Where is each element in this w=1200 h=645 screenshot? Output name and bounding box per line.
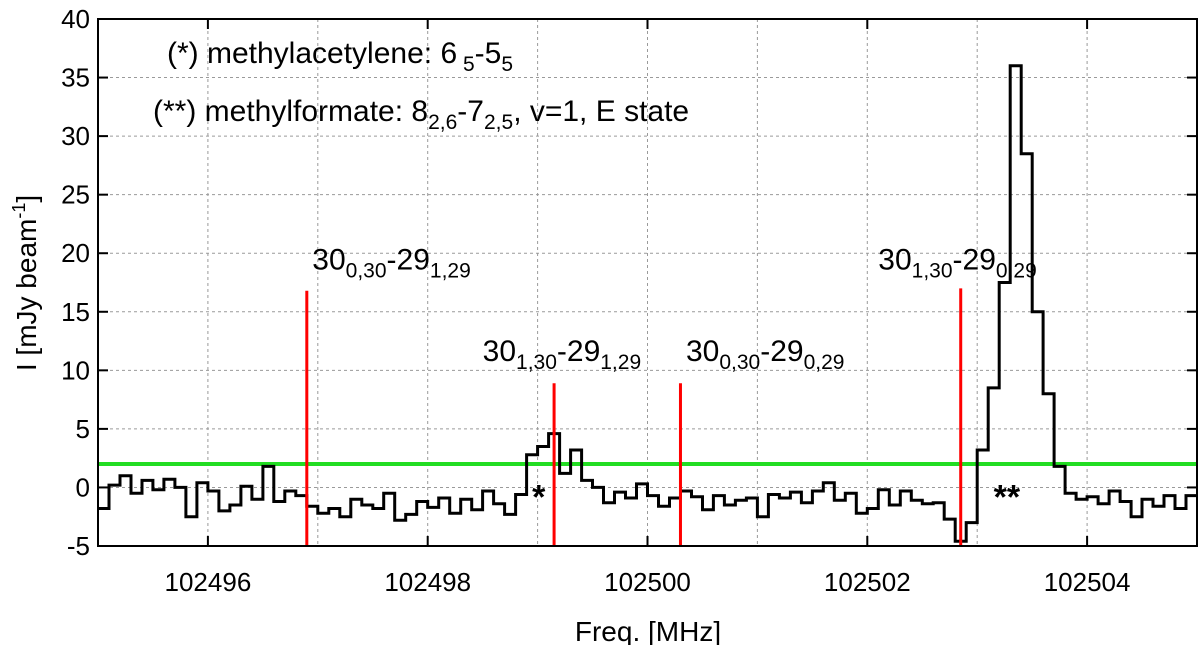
legend-line: (*) methylacetylene: 6 5-55 <box>167 37 513 76</box>
transition-label-part: 0,29 <box>804 351 845 374</box>
y-axis-label-close: ] <box>11 195 42 203</box>
transition-label-part: 30 <box>878 244 911 277</box>
legend-line-part: (**) methylformate: 8 <box>153 95 428 128</box>
line-marker: ** <box>994 479 1021 517</box>
x-axis-label: Freq. [MHz] <box>575 616 721 645</box>
y-tick-label: 10 <box>61 355 90 385</box>
transition-label-part: -29 <box>760 335 803 368</box>
y-tick-label: 30 <box>61 121 90 151</box>
y-axis-label-sup: -1 <box>9 203 29 219</box>
x-tick-label: 102496 <box>165 567 252 597</box>
transition-label-part: 0,29 <box>996 260 1037 283</box>
x-tick-label: 102500 <box>604 567 691 597</box>
legend-line-part: 2,6 <box>428 111 457 134</box>
transition-label-part: 1,29 <box>430 260 471 283</box>
transition-label-part: 1,30 <box>516 351 557 374</box>
y-tick-label: 5 <box>76 414 90 444</box>
y-axis-label: I [mJy beam-1] <box>9 195 42 371</box>
legend-line-part: 5 <box>457 53 475 76</box>
transition-label-part: -29 <box>953 244 996 277</box>
legend-line-part: (*) methylacetylene: 6 <box>167 37 457 70</box>
x-tick-label: 102504 <box>1044 567 1131 597</box>
transition-label-part: 1,30 <box>912 260 953 283</box>
y-axis-label-main: I [mJy beam <box>11 219 42 371</box>
legend-line-part: , v=1, E state <box>513 95 689 128</box>
transition-label-part: -29 <box>557 335 600 368</box>
y-tick-label: 15 <box>61 297 90 327</box>
transition-label-part: 1,29 <box>600 351 641 374</box>
legend-line-part: 5 <box>501 53 513 76</box>
transition-markers <box>305 288 963 546</box>
transition-label-part: 0,30 <box>719 351 760 374</box>
transition-label: 300,30-291,29 <box>312 244 470 283</box>
transition-label: 300,30-290,29 <box>686 335 844 374</box>
x-tick-label: 102498 <box>384 567 471 597</box>
transition-label-part: 30 <box>686 335 719 368</box>
legend-line-part: -7 <box>457 95 484 128</box>
y-tick-label: 40 <box>61 4 90 34</box>
y-tick-label: 20 <box>61 238 90 268</box>
legend-line-part: -5 <box>475 37 502 70</box>
transition-label-part: -29 <box>387 244 430 277</box>
transition-label: 301,30-290,29 <box>878 244 1036 283</box>
transition-label-part: 0,30 <box>346 260 387 283</box>
legend-line: (**) methylformate: 82,6-72,5, v=1, E st… <box>153 95 689 134</box>
y-tick-label: 25 <box>61 180 90 210</box>
x-tick-label: 102502 <box>824 567 911 597</box>
transition-label-part: 30 <box>312 244 345 277</box>
spectrum-layer <box>98 64 1197 543</box>
line-marker: * <box>532 479 546 517</box>
transition-label-part: 30 <box>483 335 516 368</box>
spectrum-line <box>98 64 1197 543</box>
y-tick-label: -5 <box>67 531 90 561</box>
transition-label: 301,30-291,29 <box>483 335 641 374</box>
axis-ticks: 102496 102498 102500 102502 102504 -5 0 5 10 15 20… <box>61 4 1197 597</box>
legend-line-part: 2,5 <box>484 111 513 134</box>
y-tick-label: 0 <box>76 472 90 502</box>
y-tick-label: 35 <box>61 63 90 93</box>
